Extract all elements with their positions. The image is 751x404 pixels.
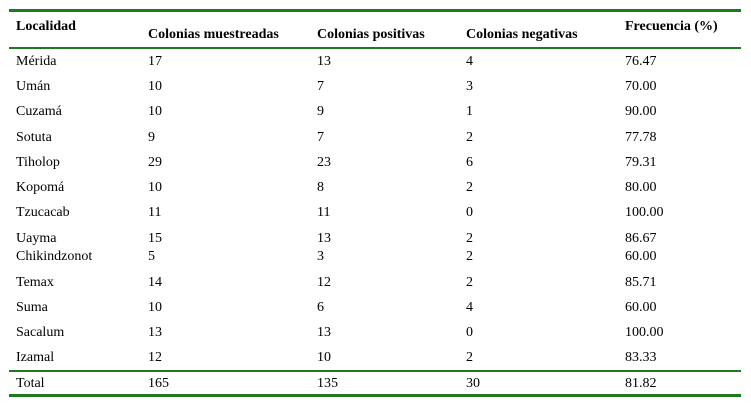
header-frecuencia: Frecuencia (%)	[625, 19, 718, 34]
cell-negativas: 0	[466, 325, 473, 340]
cell-positivas: 12	[317, 275, 331, 290]
cell-frecuencia: 76.47	[625, 54, 657, 69]
header-colonias-positivas: Colonias positivas	[317, 27, 425, 42]
cell-frecuencia: 85.71	[625, 275, 657, 290]
cell-localidad: Tzucacab	[16, 205, 70, 220]
cell-muestreadas: 10	[148, 300, 162, 315]
cell-positivas: 3	[317, 249, 324, 264]
cell-frecuencia: 80.00	[625, 180, 657, 195]
cell-frecuencia: 60.00	[625, 300, 657, 315]
cell-frecuencia: 100.00	[625, 205, 664, 220]
cell-frecuencia: 79.31	[625, 155, 657, 170]
cell-frecuencia: 77.78	[625, 130, 657, 145]
total-positivas: 135	[317, 376, 338, 391]
cell-negativas: 2	[466, 231, 473, 246]
cell-positivas: 7	[317, 79, 324, 94]
cell-frecuencia: 100.00	[625, 325, 664, 340]
cell-localidad: Izamal	[16, 350, 55, 365]
header-colonias-negativas: Colonias negativas	[466, 27, 578, 42]
cell-positivas: 13	[317, 54, 331, 69]
cell-muestreadas: 11	[148, 205, 162, 220]
cell-muestreadas: 15	[148, 231, 162, 246]
cell-positivas: 13	[317, 325, 331, 340]
cell-localidad: Uayma	[16, 231, 57, 246]
cell-negativas: 2	[466, 275, 473, 290]
cell-frecuencia: 90.00	[625, 104, 657, 119]
cell-localidad: Chikindzonot	[16, 249, 93, 264]
cell-muestreadas: 9	[148, 130, 155, 145]
header-rule	[9, 47, 741, 49]
total-negativas: 30	[466, 376, 480, 391]
cell-localidad: Temax	[16, 275, 54, 290]
cell-frecuencia: 60.00	[625, 249, 657, 264]
cell-positivas: 11	[317, 205, 331, 220]
cell-muestreadas: 10	[148, 79, 162, 94]
total-label: Total	[16, 376, 45, 391]
cell-positivas: 9	[317, 104, 324, 119]
cell-muestreadas: 14	[148, 275, 162, 290]
header-colonias-muestreadas: Colonias muestreadas	[148, 27, 279, 42]
cell-localidad: Sotuta	[16, 130, 52, 145]
cell-frecuencia: 86.67	[625, 231, 657, 246]
table-top-rule	[9, 9, 741, 12]
cell-muestreadas: 12	[148, 350, 162, 365]
cell-localidad: Sacalum	[16, 325, 65, 340]
cell-localidad: Tiholop	[16, 155, 60, 170]
table-bottom-rule	[9, 394, 741, 397]
cell-localidad: Cuzamá	[16, 104, 62, 119]
header-localidad: Localidad	[16, 19, 76, 34]
cell-muestreadas: 10	[148, 180, 162, 195]
cell-negativas: 6	[466, 155, 473, 170]
cell-muestreadas: 10	[148, 104, 162, 119]
cell-localidad: Kopomá	[16, 180, 65, 195]
cell-frecuencia: 83.33	[625, 350, 657, 365]
cell-negativas: 2	[466, 249, 473, 264]
cell-frecuencia: 70.00	[625, 79, 657, 94]
cell-muestreadas: 29	[148, 155, 162, 170]
cell-negativas: 2	[466, 130, 473, 145]
total-frecuencia: 81.82	[625, 376, 657, 391]
cell-positivas: 10	[317, 350, 331, 365]
cell-positivas: 8	[317, 180, 324, 195]
cell-negativas: 1	[466, 104, 473, 119]
cell-negativas: 4	[466, 300, 473, 315]
cell-localidad: Mérida	[16, 54, 57, 69]
cell-localidad: Suma	[16, 300, 48, 315]
cell-negativas: 2	[466, 350, 473, 365]
cell-negativas: 0	[466, 205, 473, 220]
cell-positivas: 23	[317, 155, 331, 170]
cell-muestreadas: 17	[148, 54, 162, 69]
cell-negativas: 3	[466, 79, 473, 94]
cell-negativas: 2	[466, 180, 473, 195]
cell-muestreadas: 5	[148, 249, 155, 264]
cell-positivas: 13	[317, 231, 331, 246]
total-rule	[9, 370, 741, 372]
cell-negativas: 4	[466, 54, 473, 69]
total-muestreadas: 165	[148, 376, 169, 391]
cell-positivas: 7	[317, 130, 324, 145]
cell-positivas: 6	[317, 300, 324, 315]
cell-localidad: Umán	[16, 79, 51, 94]
cell-muestreadas: 13	[148, 325, 162, 340]
